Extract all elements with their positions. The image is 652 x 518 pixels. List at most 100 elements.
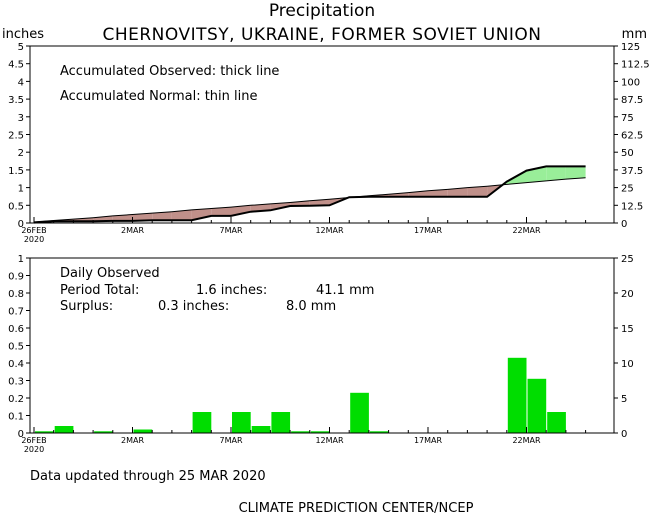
- deficit-area: [447, 187, 468, 197]
- daily-left-tick-label: 0.5: [8, 342, 24, 353]
- daily-left-tick-label: 0.9: [8, 272, 24, 283]
- daily-left-tick-label: 0.1: [8, 412, 24, 423]
- daily-left-tick-label: 0.3: [8, 377, 24, 388]
- deficit-area: [428, 189, 448, 197]
- accumulated-right-tick-label: 75: [621, 113, 634, 124]
- daily-bar: [310, 431, 330, 434]
- daily-right-tick-label: 20: [621, 289, 634, 300]
- accumulated-x-tick-label: 7MAR: [219, 226, 242, 235]
- accumulated-right-tick-label: 100: [621, 77, 640, 88]
- deficit-area: [191, 208, 212, 221]
- deficit-area: [290, 200, 310, 206]
- daily-observed-label: Daily Observed: [60, 266, 160, 281]
- deficit-area: [211, 207, 231, 216]
- accumulated-left-tick-label: 0.5: [8, 201, 24, 212]
- daily-left-tick-label: 0.6: [8, 324, 24, 335]
- daily-left-tick-label: 0.4: [8, 359, 24, 370]
- daily-x-tick-label: 22MAR: [512, 436, 541, 445]
- accumulated-right-tick-label: 37.5: [621, 166, 643, 177]
- daily-bar: [291, 431, 310, 434]
- daily-x-tick-year: 2020: [24, 445, 44, 454]
- accumulated-x-tick-label: 12MAR: [315, 226, 344, 235]
- surplus-area: [546, 166, 566, 181]
- accumulated-right-tick-label: 25: [621, 184, 634, 195]
- accumulated-panel: 00.511.522.533.544.55012.52537.55062.575…: [8, 42, 650, 244]
- daily-right-tick-label: 5: [621, 394, 627, 405]
- deficit-area: [112, 214, 133, 221]
- accumulated-left-tick-label: 4: [18, 77, 24, 88]
- accumulated-x-tick-year: 2020: [24, 235, 44, 244]
- observed-legend-text: Accumulated Observed: thick line: [60, 64, 279, 79]
- deficit-area: [388, 192, 409, 197]
- daily-x-tick-label: 7MAR: [219, 436, 242, 445]
- daily-bar: [94, 431, 113, 434]
- daily-bar: [54, 426, 74, 433]
- daily-left-tick-label: 1: [18, 254, 24, 265]
- accumulated-axes: 00.511.522.533.544.55012.52537.55062.575…: [8, 42, 650, 244]
- accumulated-right-tick-label: 112.5: [621, 60, 650, 71]
- daily-bar: [251, 426, 271, 433]
- accumulated-right-tick-label: 12.5: [621, 201, 643, 212]
- accumulated-right-tick-label: 87.5: [621, 95, 643, 106]
- daily-bar: [527, 378, 547, 434]
- accumulated-right-tick-label: 0: [621, 219, 627, 230]
- accumulated-x-tick-label: 17MAR: [414, 226, 443, 235]
- deficit-area: [309, 199, 330, 206]
- deficit-area: [231, 205, 251, 216]
- accumulated-left-tick-label: 2.5: [8, 131, 24, 142]
- accumulated-left-tick-label: 3: [18, 113, 24, 124]
- left-unit-label: inches: [2, 27, 44, 42]
- daily-bar: [547, 412, 566, 433]
- deficit-area: [171, 209, 192, 221]
- daily-panel: 00.10.20.30.40.50.60.70.80.9105101520252…: [8, 254, 634, 454]
- period-total-mm: 41.1 mm: [316, 283, 374, 298]
- deficit-area: [467, 186, 488, 197]
- daily-x-tick-label: 2MAR: [121, 436, 144, 445]
- accumulated-left-tick-label: 5: [18, 42, 24, 53]
- daily-left-tick-label: 0: [18, 429, 24, 440]
- accumulated-left-tick-label: 1.5: [8, 166, 24, 177]
- accumulated-left-tick-label: 3.5: [8, 95, 24, 106]
- accumulated-x-tick-label: 2MAR: [121, 226, 144, 235]
- daily-right-tick-label: 15: [621, 324, 634, 335]
- daily-left-tick-label: 0.2: [8, 394, 24, 405]
- daily-bar: [232, 412, 251, 433]
- daily-right-tick-label: 10: [621, 359, 634, 370]
- accumulated-right-tick-label: 62.5: [621, 131, 643, 142]
- daily-bar-marks: [35, 357, 566, 434]
- accumulated-left-tick-label: 1: [18, 184, 24, 195]
- data-updated-text: Data updated through 25 MAR 2020: [30, 469, 266, 484]
- period-total-label: Period Total:: [60, 283, 139, 298]
- surplus-inches: 0.3 inches:: [158, 299, 229, 314]
- surplus-mm: 8.0 mm: [286, 299, 336, 314]
- daily-bar: [271, 412, 291, 433]
- accumulated-right-tick-label: 125: [621, 42, 640, 53]
- daily-x-tick-label: 17MAR: [414, 436, 443, 445]
- daily-x-tick-label: 12MAR: [315, 436, 344, 445]
- daily-bar: [35, 431, 54, 434]
- daily-right-tick-label: 25: [621, 254, 634, 265]
- daily-bar: [369, 431, 389, 434]
- surplus-area: [565, 166, 586, 180]
- daily-axes: 00.10.20.30.40.50.60.70.80.9105101520252…: [8, 254, 634, 454]
- normal-accumulated-line: [33, 177, 586, 223]
- accumulated-right-tick-label: 50: [621, 148, 634, 159]
- deficit-area: [152, 211, 172, 221]
- daily-bar: [507, 357, 527, 434]
- deficit-area: [93, 215, 113, 222]
- accumulated-x-tick-label: 26FEB: [21, 226, 46, 235]
- daily-right-tick-label: 0: [621, 429, 627, 440]
- accumulated-left-tick-label: 4.5: [8, 60, 24, 71]
- chart-title: Precipitation: [269, 1, 375, 21]
- station-subtitle: CHERNOVITSY, UKRAINE, FORMER SOVIET UNIO…: [102, 25, 541, 45]
- daily-bar: [192, 412, 212, 433]
- accumulated-left-tick-label: 0: [18, 219, 24, 230]
- credit-text: CLIMATE PREDICTION CENTER/NCEP: [239, 501, 474, 516]
- daily-x-tick-label: 26FEB: [21, 436, 46, 445]
- right-unit-label: mm: [622, 27, 647, 42]
- accumulated-x-tick-label: 22MAR: [512, 226, 541, 235]
- accumulated-left-tick-label: 2: [18, 148, 24, 159]
- period-total-inches: 1.6 inches:: [196, 283, 267, 298]
- surplus-label: Surplus:: [60, 299, 113, 314]
